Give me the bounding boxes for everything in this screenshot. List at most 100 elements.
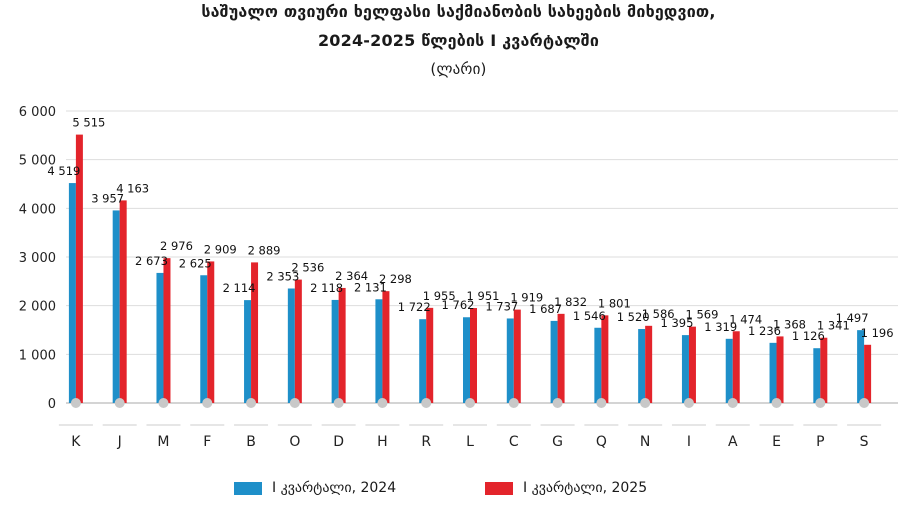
data-label-2025: 1 801 bbox=[598, 296, 631, 310]
axis-marker bbox=[333, 398, 344, 408]
axis-marker bbox=[640, 398, 651, 408]
data-label-2024: 3 957 bbox=[91, 191, 124, 205]
bar-2025 bbox=[294, 279, 302, 403]
axis-marker bbox=[771, 398, 782, 408]
x-tick-label: O bbox=[289, 434, 300, 450]
data-label-2025: 2 976 bbox=[160, 239, 193, 253]
bar-2025 bbox=[820, 337, 828, 403]
axis-marker bbox=[727, 398, 738, 408]
data-label-2024: 1 737 bbox=[485, 299, 518, 313]
data-label-2024: 4 519 bbox=[47, 164, 80, 178]
bar-2024 bbox=[156, 272, 164, 403]
data-label-2024: 1 520 bbox=[617, 310, 650, 324]
data-label-2025: 2 298 bbox=[379, 272, 412, 286]
x-tick-label: L bbox=[466, 434, 474, 450]
data-label-2025: 1 919 bbox=[510, 291, 543, 305]
bar-2025 bbox=[382, 291, 390, 403]
legend: I კვარტალი, 2024 I კვარტალი, 2025 bbox=[0, 480, 917, 502]
legend-item-2024: I კვარტალი, 2024 bbox=[234, 480, 396, 496]
bar-2024 bbox=[419, 319, 427, 403]
x-tick-label: Q bbox=[596, 434, 607, 450]
x-tick-label: P bbox=[816, 434, 824, 450]
x-tick-label: H bbox=[377, 434, 388, 450]
data-label-2024: 1 687 bbox=[529, 302, 562, 316]
bar-2024 bbox=[463, 317, 470, 403]
data-label-2025: 1 474 bbox=[729, 312, 762, 326]
data-label-2024: 2 673 bbox=[135, 254, 168, 268]
chart-subtitle: (ლარი) bbox=[430, 60, 487, 78]
data-label-2025: 1 341 bbox=[817, 319, 850, 333]
bar-2024 bbox=[857, 330, 865, 403]
legend-swatch-2024 bbox=[234, 481, 262, 495]
data-label-2025: 1 196 bbox=[861, 326, 894, 340]
data-label-2024: 1 546 bbox=[573, 309, 606, 323]
data-label-2024: 1 762 bbox=[442, 298, 475, 312]
data-label-2025: 4 163 bbox=[116, 181, 149, 195]
bar-2024 bbox=[112, 210, 120, 403]
bar-2025 bbox=[119, 200, 127, 403]
x-tick-label: B bbox=[246, 434, 256, 450]
x-tick-label: G bbox=[552, 434, 563, 450]
y-tick-label: 3 000 bbox=[19, 251, 56, 266]
data-label-2025: 5 515 bbox=[72, 116, 105, 130]
y-tick-label: 2 000 bbox=[19, 300, 56, 315]
data-label-2024: 1 319 bbox=[704, 320, 737, 334]
axis-marker bbox=[465, 398, 475, 408]
axis-marker bbox=[683, 398, 694, 408]
bar-2025 bbox=[513, 309, 521, 403]
axis-marker bbox=[596, 398, 607, 408]
data-label-2025: 2 536 bbox=[291, 261, 324, 275]
bar-2025 bbox=[776, 336, 784, 403]
data-label-2024: 2 118 bbox=[310, 281, 343, 295]
data-label-2024: 1 722 bbox=[398, 300, 431, 314]
bar-chart: 0 1 000 2 000 3 000 4 000 5 000 6 000 4 519 5 51… bbox=[19, 105, 898, 450]
data-label-2025: 1 569 bbox=[685, 308, 718, 322]
bar-2025 bbox=[470, 308, 477, 403]
bar-2025 bbox=[207, 261, 215, 403]
chart-title-line1: საშუალო თვიური ხელფასი საქმიანობის სახეე… bbox=[201, 2, 716, 21]
axis-marker bbox=[158, 398, 169, 408]
bar-2024 bbox=[725, 338, 733, 403]
x-tick-label: K bbox=[71, 434, 81, 450]
bar-2024 bbox=[244, 300, 252, 403]
axis-marker bbox=[289, 398, 300, 408]
x-tick-label: M bbox=[157, 434, 169, 450]
data-label-2024: 2 625 bbox=[179, 256, 212, 270]
bar-2025 bbox=[645, 325, 653, 403]
chart-title-line2: 2024-2025 წლების I კვარტალში bbox=[317, 31, 600, 50]
x-tick-label: S bbox=[860, 434, 869, 450]
bar-2024 bbox=[813, 348, 821, 403]
y-tick-label: 6 000 bbox=[19, 105, 56, 120]
bar-2025 bbox=[732, 331, 740, 403]
y-tick-label: 4 000 bbox=[19, 202, 56, 217]
bar-2025 bbox=[601, 315, 609, 403]
y-tick-label: 5 000 bbox=[19, 154, 56, 169]
bar-2024 bbox=[769, 342, 777, 403]
legend-label-2025: I კვარტალი, 2025 bbox=[523, 480, 648, 496]
data-label-2025: 1 368 bbox=[773, 317, 806, 331]
y-tick-label: 1 000 bbox=[19, 348, 56, 363]
legend-label-2024: I კვარტალი, 2024 bbox=[272, 480, 397, 496]
bar-2025 bbox=[688, 326, 696, 403]
axis-marker bbox=[508, 398, 519, 408]
bar-2025 bbox=[75, 134, 83, 403]
data-label-2025: 1 832 bbox=[554, 295, 587, 309]
data-label-2024: 1 126 bbox=[792, 329, 825, 343]
bar-2024 bbox=[375, 299, 383, 403]
bar-2025 bbox=[426, 307, 434, 403]
data-label-2025: 1 951 bbox=[467, 289, 500, 303]
data-label-2024: 2 353 bbox=[266, 269, 299, 283]
axis-marker bbox=[377, 398, 388, 408]
bar-2024 bbox=[287, 288, 295, 403]
bar-2025 bbox=[864, 344, 872, 403]
bar-2024 bbox=[550, 320, 558, 403]
x-tick-label: R bbox=[421, 434, 431, 450]
axis-marker bbox=[202, 398, 213, 408]
data-label-2025: 2 909 bbox=[204, 242, 237, 256]
bar-2025 bbox=[557, 313, 565, 403]
data-label-2025: 1 955 bbox=[423, 289, 456, 303]
legend-item-2025: I კვარტალი, 2025 bbox=[485, 480, 647, 496]
y-tick-label: 0 bbox=[48, 397, 56, 412]
x-tick-label: C bbox=[509, 434, 519, 450]
